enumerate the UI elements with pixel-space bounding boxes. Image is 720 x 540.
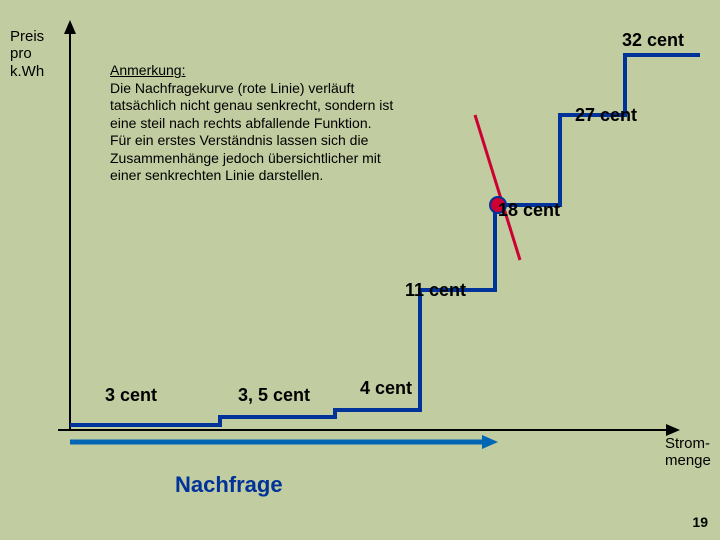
x-axis-label: Strom- menge: [665, 435, 711, 470]
nachfrage-arrow: [70, 435, 498, 449]
note-body: Die Nachfragekurve (rote Linie) verläuft…: [110, 80, 400, 185]
note-title: Anmerkung:: [110, 62, 400, 80]
label-3-5cent: 3, 5 cent: [238, 385, 310, 406]
y-axis-label: Preis pro k.Wh: [10, 28, 44, 80]
page-number: 19: [692, 514, 708, 530]
label-11cent: 11 cent: [405, 280, 466, 301]
label-3cent: 3 cent: [105, 385, 157, 406]
label-27cent: 27 cent: [575, 105, 637, 126]
label-32cent: 32 cent: [622, 30, 684, 51]
nachfrage-label: Nachfrage: [175, 472, 283, 498]
demand-curve: [475, 115, 520, 260]
slide: Preis pro k.Wh Anmerkung: Die Nachfragek…: [0, 0, 720, 540]
label-18cent: 18 cent: [498, 200, 560, 221]
note-box: Anmerkung: Die Nachfragekurve (rote Lini…: [110, 62, 400, 185]
label-4cent: 4 cent: [360, 378, 412, 399]
